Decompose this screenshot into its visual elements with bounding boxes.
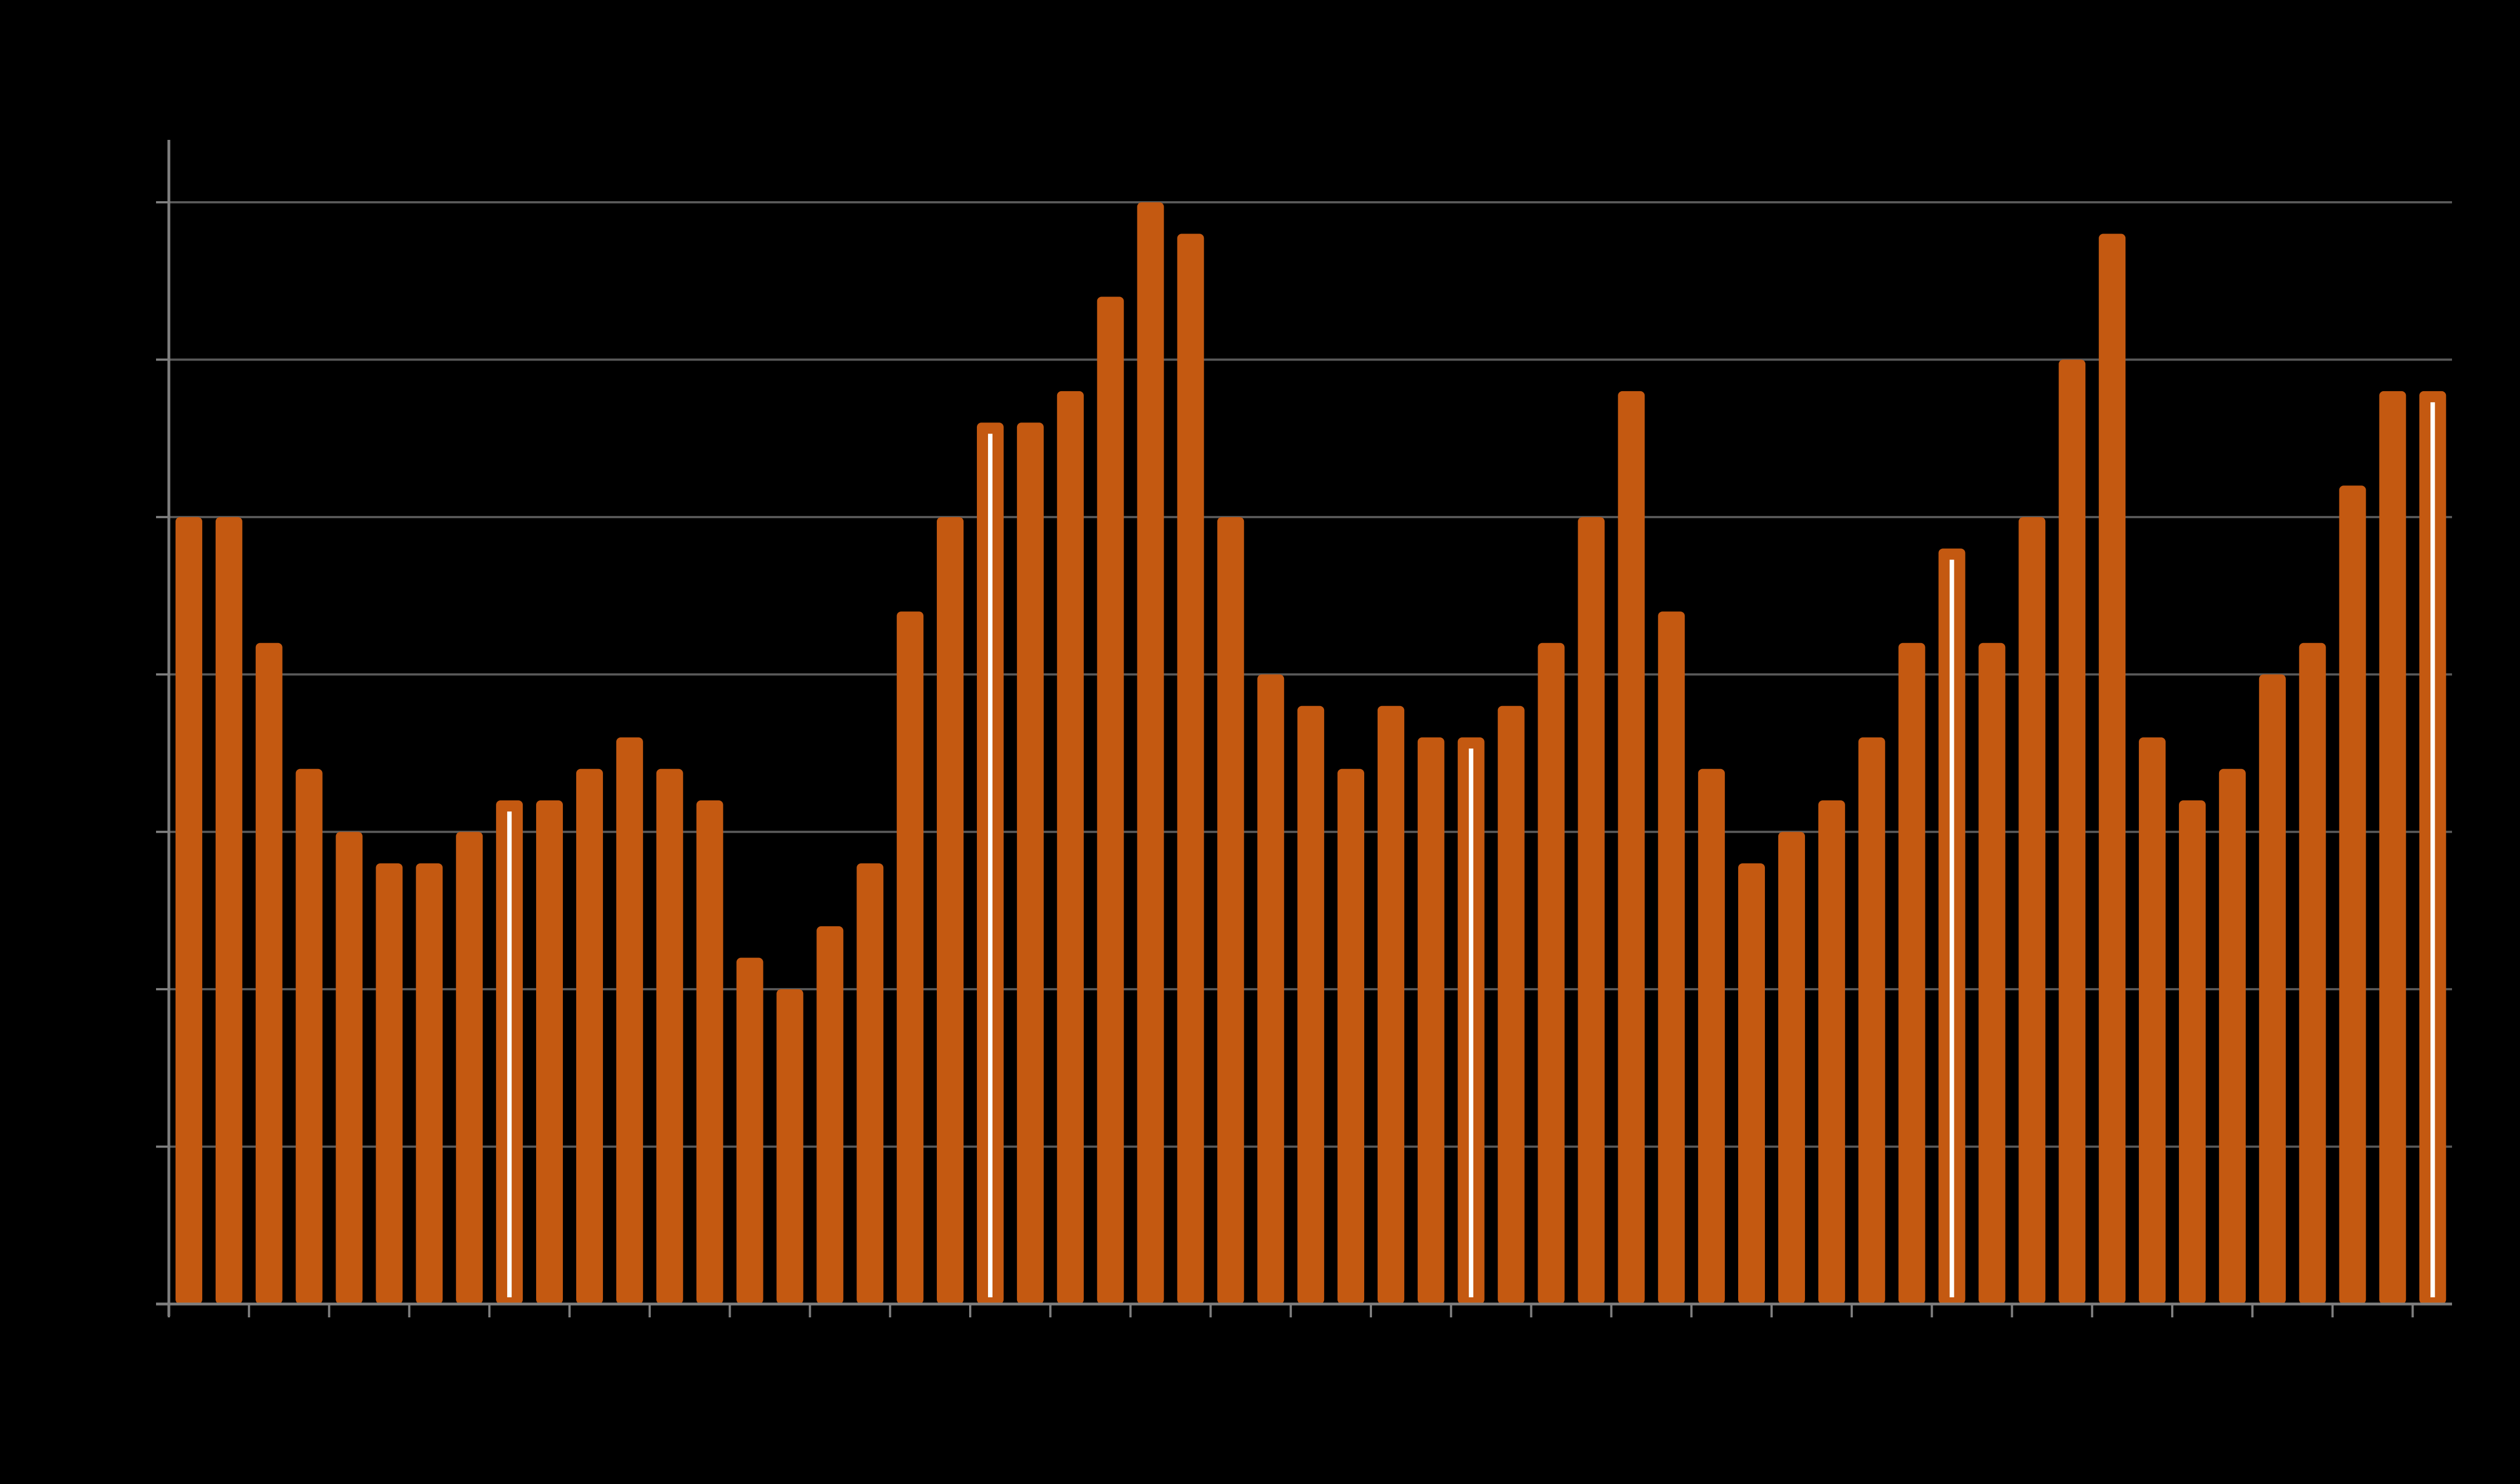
bar <box>1578 517 1605 1304</box>
bar <box>1978 643 2006 1304</box>
bar <box>1057 391 1084 1304</box>
bar <box>1417 737 1444 1304</box>
bar <box>255 643 283 1304</box>
bar <box>2219 768 2246 1304</box>
bar <box>1898 643 1925 1304</box>
bar <box>376 863 403 1304</box>
bar <box>897 611 924 1304</box>
bar <box>1217 517 1244 1304</box>
bar <box>215 517 242 1304</box>
bar <box>2259 674 2286 1304</box>
bar <box>1818 800 1845 1304</box>
bar <box>1297 705 1325 1304</box>
bar <box>456 831 483 1304</box>
bar <box>416 863 443 1304</box>
bar <box>175 517 202 1304</box>
bar <box>1778 831 1805 1304</box>
bar <box>2018 517 2046 1304</box>
bar <box>1097 296 1124 1304</box>
bar <box>1738 863 1765 1304</box>
bar <box>576 768 603 1304</box>
bar <box>1538 643 1565 1304</box>
bar <box>1658 611 1685 1304</box>
bar <box>696 800 723 1304</box>
bar-series <box>175 202 2446 1305</box>
bar <box>937 517 964 1304</box>
bar <box>1698 768 1725 1304</box>
bar <box>857 863 884 1304</box>
bar <box>2059 359 2086 1304</box>
bar <box>1177 233 1204 1304</box>
bar <box>1497 705 1525 1304</box>
bar <box>2178 800 2206 1304</box>
bar <box>1137 202 1164 1304</box>
bar <box>816 926 844 1304</box>
bar <box>2099 233 2126 1304</box>
bar <box>1016 422 1044 1304</box>
bar <box>295 768 323 1304</box>
bar <box>1257 674 1285 1304</box>
bar <box>1858 737 1885 1304</box>
bar <box>536 800 563 1304</box>
bar <box>2139 737 2166 1304</box>
bar <box>776 989 804 1304</box>
bar <box>2299 643 2326 1304</box>
bar <box>736 957 763 1304</box>
bar <box>1618 391 1645 1304</box>
bar <box>1377 705 1404 1304</box>
bar <box>2379 391 2406 1304</box>
bar <box>335 831 363 1304</box>
bar <box>616 737 643 1304</box>
bar <box>656 768 683 1304</box>
bar <box>2339 485 2366 1305</box>
axes <box>156 140 2452 1317</box>
bar <box>1337 768 1365 1304</box>
